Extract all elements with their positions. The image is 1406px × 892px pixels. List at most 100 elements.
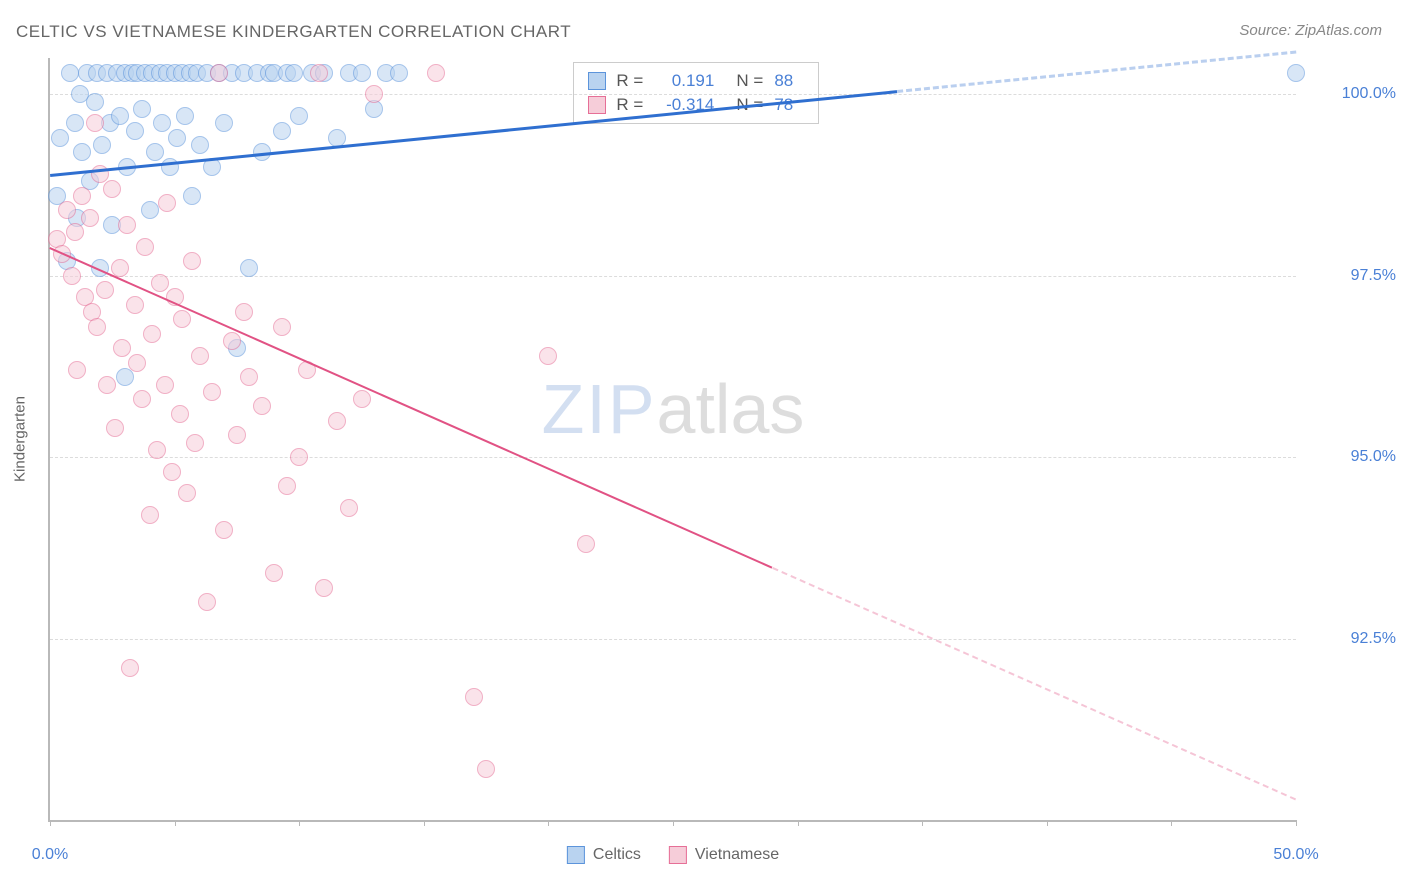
x-tick-mark [922, 820, 923, 826]
source-prefix: Source: [1239, 22, 1295, 39]
scatter-point [539, 347, 557, 365]
scatter-point [103, 180, 121, 198]
scatter-point [235, 303, 253, 321]
scatter-point [176, 107, 194, 125]
scatter-point [353, 390, 371, 408]
scatter-point [203, 383, 221, 401]
scatter-point [465, 688, 483, 706]
scatter-point [93, 136, 111, 154]
chart-container: CELTIC VS VIETNAMESE KINDERGARTEN CORREL… [0, 0, 1406, 892]
scatter-point [163, 463, 181, 481]
scatter-point [240, 259, 258, 277]
legend-swatch [588, 96, 606, 114]
scatter-point [215, 521, 233, 539]
correlation-legend: R =0.191N =88R =-0.314N =78 [573, 62, 819, 124]
trend-line [897, 51, 1296, 93]
scatter-point [153, 114, 171, 132]
legend-row: R =0.191N =88 [588, 69, 804, 93]
scatter-point [118, 216, 136, 234]
scatter-point [136, 238, 154, 256]
watermark: ZIPatlas [542, 369, 805, 449]
scatter-point [215, 114, 233, 132]
scatter-point [88, 318, 106, 336]
scatter-point [126, 122, 144, 140]
plot-area: Kindergarten ZIPatlas R =0.191N =88R =-0… [48, 58, 1296, 822]
legend-n-value: 78 [774, 95, 804, 115]
scatter-point [390, 64, 408, 82]
scatter-point [148, 441, 166, 459]
scatter-point [1287, 64, 1305, 82]
scatter-point [178, 484, 196, 502]
x-tick-mark [175, 820, 176, 826]
scatter-point [265, 564, 283, 582]
scatter-point [191, 136, 209, 154]
scatter-point [158, 194, 176, 212]
scatter-point [66, 223, 84, 241]
watermark-bold: ZIP [542, 370, 657, 448]
legend-n-label: N = [736, 71, 764, 91]
y-axis-label: Kindergarten [12, 396, 29, 482]
scatter-point [273, 122, 291, 140]
scatter-point [186, 434, 204, 452]
scatter-point [577, 535, 595, 553]
scatter-point [477, 760, 495, 778]
y-tick-label: 97.5% [1306, 267, 1396, 285]
scatter-point [116, 368, 134, 386]
x-tick-label: 0.0% [32, 846, 68, 864]
scatter-point [66, 114, 84, 132]
scatter-point [315, 579, 333, 597]
scatter-point [86, 93, 104, 111]
x-tick-mark [1171, 820, 1172, 826]
scatter-point [106, 419, 124, 437]
y-tick-label: 100.0% [1306, 85, 1396, 103]
scatter-point [278, 477, 296, 495]
trend-line [772, 567, 1296, 800]
scatter-point [365, 85, 383, 103]
scatter-point [146, 143, 164, 161]
scatter-point [128, 354, 146, 372]
scatter-point [73, 187, 91, 205]
y-tick-label: 92.5% [1306, 630, 1396, 648]
scatter-point [183, 187, 201, 205]
scatter-point [61, 64, 79, 82]
scatter-point [51, 129, 69, 147]
gridline-h [50, 94, 1296, 95]
y-tick-label: 95.0% [1306, 448, 1396, 466]
scatter-point [113, 339, 131, 357]
x-tick-mark [1047, 820, 1048, 826]
scatter-point [228, 426, 246, 444]
scatter-point [168, 129, 186, 147]
scatter-point [133, 100, 151, 118]
scatter-point [133, 390, 151, 408]
scatter-point [141, 506, 159, 524]
scatter-point [183, 252, 201, 270]
series-legend: Celtics Vietnamese [567, 846, 779, 864]
gridline-h [50, 457, 1296, 458]
scatter-point [290, 107, 308, 125]
scatter-point [58, 201, 76, 219]
x-tick-label: 50.0% [1273, 846, 1318, 864]
legend-series-name: Celtics [593, 846, 641, 864]
x-tick-mark [299, 820, 300, 826]
scatter-point [63, 267, 81, 285]
trend-line [49, 247, 772, 569]
legend-series-name: Vietnamese [695, 846, 779, 864]
scatter-point [68, 361, 86, 379]
scatter-point [340, 499, 358, 517]
scatter-point [151, 274, 169, 292]
scatter-point [81, 209, 99, 227]
x-tick-mark [50, 820, 51, 826]
scatter-point [156, 376, 174, 394]
scatter-point [427, 64, 445, 82]
scatter-point [111, 107, 129, 125]
x-tick-mark [424, 820, 425, 826]
legend-r-value: 0.191 [654, 71, 714, 91]
scatter-point [73, 143, 91, 161]
legend-n-value: 88 [774, 71, 804, 91]
scatter-point [143, 325, 161, 343]
scatter-point [240, 368, 258, 386]
legend-r-label: R = [616, 95, 644, 115]
x-tick-mark [798, 820, 799, 826]
scatter-point [253, 397, 271, 415]
scatter-point [98, 376, 116, 394]
